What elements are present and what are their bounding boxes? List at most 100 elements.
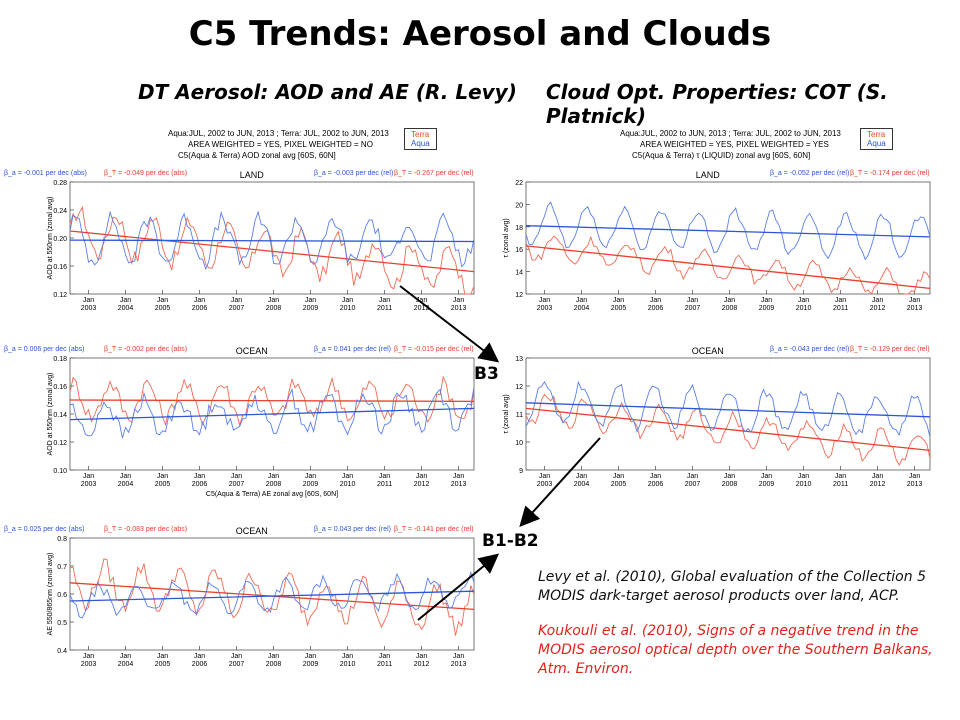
- x-tick-label-month: Jan: [687, 297, 698, 304]
- x-tick-label-year: 2013: [451, 661, 467, 668]
- aod-ocean-chart: 0.10 0.12 0.14 0.16 0.18 Jan 2003 Jan 2004 Jan 200…: [4, 340, 484, 498]
- y-tick-label: 0.24: [53, 208, 67, 215]
- aerosol-legend: Terra Aqua: [404, 128, 437, 150]
- cot-land-chart: 12 14 16 18 20 22 Jan 2003 Jan 2004 Jan 2005 Jan 2006…: [500, 164, 940, 318]
- stat-terra-rel: β_T = -0.015 per dec (rel): [394, 346, 474, 353]
- x-tick-label-month: Jan: [231, 653, 242, 660]
- stat-terra-abs: β_T = -0.083 per dec (abs): [104, 526, 187, 533]
- plot-frame: [525, 181, 931, 295]
- legend-aqua: Aqua: [411, 139, 430, 148]
- stat-aqua-abs: β_a = -0.001 per dec (abs): [4, 170, 87, 177]
- x-tick-label-year: 2007: [685, 481, 701, 488]
- y-tick-label: 14: [515, 270, 523, 277]
- series-terra-line: [525, 393, 931, 466]
- y-tick-label: 0.16: [53, 264, 67, 271]
- cloud-column-heading: Cloud Opt. Properties: COT (S. Platnick): [546, 80, 888, 128]
- x-tick-label-year: 2010: [340, 305, 356, 312]
- x-tick-label-month: Jan: [416, 297, 427, 304]
- x-tick-label-month: Jan: [687, 473, 698, 480]
- x-tick-label-year: 2011: [833, 481, 848, 488]
- series-aqua-line: [525, 380, 931, 438]
- panel-label: LAND: [240, 170, 265, 180]
- plot-frame: [69, 181, 475, 295]
- x-tick-label-year: 2005: [155, 661, 171, 668]
- x-tick-label-month: Jan: [342, 653, 353, 660]
- series-aqua-trend: [69, 590, 475, 602]
- x-tick-label-year: 2008: [722, 481, 738, 488]
- series-aqua-trend: [525, 402, 931, 418]
- x-tick-label-year: 2009: [759, 481, 775, 488]
- x-tick-label-year: 2012: [414, 481, 430, 488]
- x-tick-label-year: 2009: [759, 305, 775, 312]
- x-tick-label-year: 2008: [722, 305, 738, 312]
- y-tick-label: 0.10: [53, 468, 67, 475]
- x-tick-label-year: 2009: [303, 481, 319, 488]
- y-tick-label: 20: [515, 202, 523, 209]
- y-tick-label: 13: [515, 356, 523, 363]
- x-tick-label-year: 2011: [377, 661, 392, 668]
- x-tick-label-year: 2012: [870, 481, 886, 488]
- panel-label: OCEAN: [236, 346, 268, 356]
- x-tick-label-year: 2003: [537, 481, 553, 488]
- stat-aqua-rel: β_a = 0.041 per dec (rel): [314, 346, 391, 353]
- x-tick-label-year: 2004: [118, 661, 134, 668]
- y-axis-label: τ (zonal avg): [503, 394, 510, 433]
- x-tick-label-month: Jan: [83, 297, 94, 304]
- series-aqua-line: [525, 201, 931, 261]
- cloud-header-line2: AREA WEIGHTED = YES, PIXEL WEIGHTED = YE…: [640, 140, 829, 149]
- x-tick-label-year: 2013: [907, 305, 923, 312]
- x-tick-label-month: Jan: [650, 473, 661, 480]
- legend-terra: Terra: [411, 130, 430, 139]
- stat-aqua-rel: β_a = -0.052 per dec (rel): [770, 170, 849, 177]
- series-terra-line: [69, 205, 475, 295]
- x-tick-label-month: Jan: [120, 297, 131, 304]
- x-tick-label-year: 2005: [611, 481, 627, 488]
- y-tick-label: 0.18: [53, 356, 67, 363]
- aerosol-header-line2: AREA WEIGHTED = YES, PIXEL WEIGHTED = NO: [188, 140, 373, 149]
- x-tick-label-year: 2004: [118, 305, 134, 312]
- series-aqua-trend: [525, 225, 931, 238]
- x-tick-label-month: Jan: [305, 297, 316, 304]
- x-tick-label-year: 2008: [266, 481, 282, 488]
- y-tick-label: 16: [515, 247, 523, 254]
- x-tick-label-year: 2005: [155, 481, 171, 488]
- aod-land-chart: 0.12 0.16 0.20 0.24 0.28 Jan 2003 Jan 2004 Jan 200…: [4, 164, 484, 318]
- y-tick-label: 18: [515, 225, 523, 232]
- stat-terra-abs: β_T = -0.002 per dec (abs): [104, 346, 187, 353]
- y-tick-label: 0.7: [57, 564, 67, 571]
- x-tick-label-month: Jan: [576, 297, 587, 304]
- panel-label: OCEAN: [692, 346, 724, 356]
- stat-aqua-abs: β_a = 0.006 per dec (abs): [4, 346, 85, 353]
- x-tick-label-month: Jan: [120, 653, 131, 660]
- x-tick-label-month: Jan: [268, 297, 279, 304]
- x-tick-label-month: Jan: [305, 473, 316, 480]
- x-tick-label-month: Jan: [416, 473, 427, 480]
- x-tick-label-year: 2013: [451, 481, 467, 488]
- x-tick-label-year: 2010: [340, 661, 356, 668]
- x-tick-label-month: Jan: [416, 653, 427, 660]
- stat-aqua-rel: β_a = 0.043 per dec (rel): [314, 526, 391, 533]
- y-tick-label: 10: [515, 440, 523, 447]
- x-tick-label-year: 2008: [266, 305, 282, 312]
- x-tick-label-month: Jan: [379, 473, 390, 480]
- x-tick-label-month: Jan: [231, 297, 242, 304]
- x-tick-label-year: 2007: [229, 481, 245, 488]
- y-tick-label: 0.28: [53, 180, 67, 187]
- panel-label: LAND: [696, 170, 721, 180]
- x-tick-label-month: Jan: [453, 653, 464, 660]
- y-axis-label: AOD at 550nm (zonal avg): [47, 197, 54, 280]
- x-tick-label-month: Jan: [761, 297, 772, 304]
- x-tick-label-year: 2012: [414, 661, 430, 668]
- slide-title: C5 Trends: Aerosol and Clouds: [188, 14, 772, 54]
- b1b2-label: B1-B2: [482, 531, 539, 551]
- x-axis-caption: C5(Aqua & Terra) AE zonal avg [60S, 60N]: [206, 491, 338, 498]
- x-tick-label-year: 2012: [870, 305, 886, 312]
- x-tick-label-month: Jan: [194, 297, 205, 304]
- x-tick-label-month: Jan: [453, 297, 464, 304]
- x-tick-label-month: Jan: [539, 473, 550, 480]
- series-aqua-line: [69, 387, 475, 439]
- y-tick-label: 0.8: [57, 536, 67, 543]
- legend-terra: Terra: [867, 130, 886, 139]
- x-tick-label-month: Jan: [613, 473, 624, 480]
- x-tick-label-year: 2008: [266, 661, 282, 668]
